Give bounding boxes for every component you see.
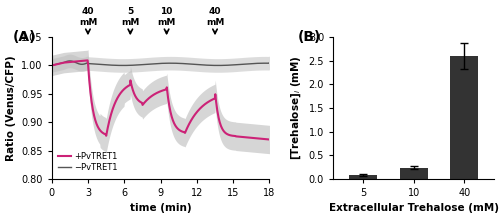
Bar <box>350 175 377 179</box>
Text: (B): (B) <box>298 30 321 44</box>
Text: 5
mM: 5 mM <box>121 7 140 27</box>
Y-axis label: Ratio (Venus/CFP): Ratio (Venus/CFP) <box>6 55 16 161</box>
Text: 10
mM: 10 mM <box>158 7 176 27</box>
Y-axis label: [Trehalose]$_i$ (mM): [Trehalose]$_i$ (mM) <box>290 56 303 160</box>
Text: 40
mM: 40 mM <box>79 7 97 27</box>
X-axis label: time (min): time (min) <box>130 203 192 214</box>
Text: (A): (A) <box>12 30 36 44</box>
Text: 40
mM: 40 mM <box>206 7 224 27</box>
Legend: +PvTRET1, −PvTRET1: +PvTRET1, −PvTRET1 <box>56 149 120 175</box>
X-axis label: Extracellular Trehalose (mM): Extracellular Trehalose (mM) <box>329 203 499 214</box>
Bar <box>400 168 427 179</box>
Bar <box>450 56 478 179</box>
